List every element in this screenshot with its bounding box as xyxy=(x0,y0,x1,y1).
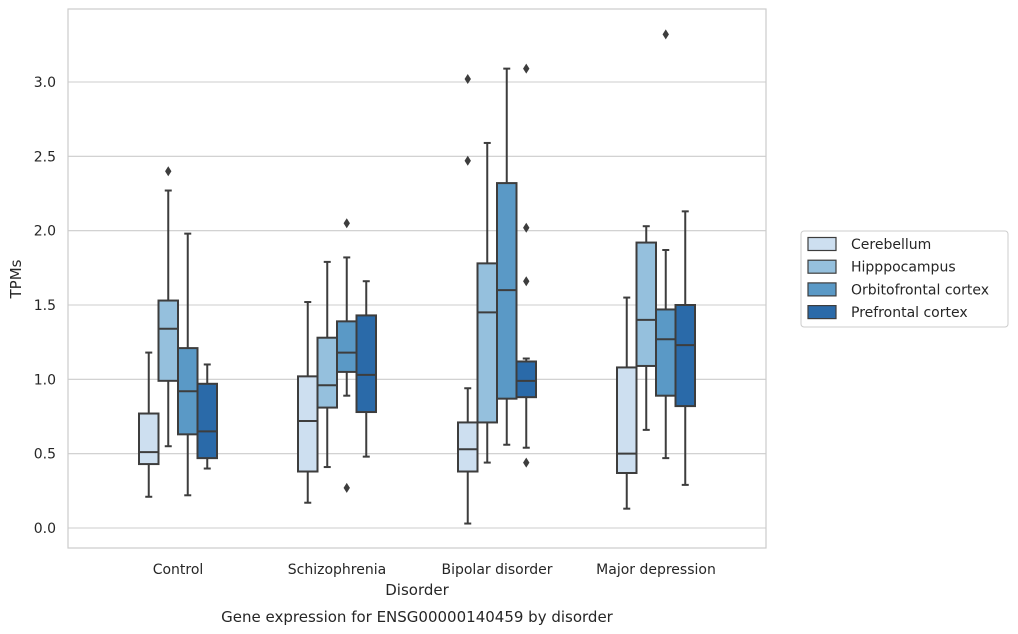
box-prefrontal-cortex-control xyxy=(196,363,218,470)
outlier-point xyxy=(523,457,530,468)
box-hipppocampus-major-depression xyxy=(635,225,657,431)
outlier-point xyxy=(662,29,669,40)
iqr-box xyxy=(616,366,638,474)
legend-label: Prefrontal cortex xyxy=(851,305,968,321)
iqr-box xyxy=(355,314,377,414)
y-tick-labels: 0.0 0.5 1.0 1.5 2.0 2.5 3.0 xyxy=(34,75,56,537)
iqr-box xyxy=(515,360,537,399)
outlier-point xyxy=(523,63,530,74)
y-tick-label: 3.0 xyxy=(34,75,56,91)
box-orbitofrontal-cortex-major-depression xyxy=(655,29,677,460)
iqr-box xyxy=(476,262,498,424)
x-tick-label: Schizophrenia xyxy=(288,562,386,578)
outlier-point xyxy=(523,276,530,287)
iqr-box xyxy=(157,299,179,382)
legend-swatch xyxy=(807,259,837,274)
box-prefrontal-cortex-bipolar-disorder xyxy=(515,63,537,468)
outlier-point xyxy=(343,218,350,229)
box-layer xyxy=(138,29,696,525)
chart-caption: Gene expression for ENSG00000140459 by d… xyxy=(221,608,614,626)
y-tick-label: 1.5 xyxy=(34,298,56,314)
iqr-box xyxy=(674,304,696,408)
x-tick-label: Control xyxy=(153,562,204,578)
iqr-box xyxy=(635,241,657,367)
box-orbitofrontal-cortex-bipolar-disorder xyxy=(496,67,518,446)
x-tick-label: Major depression xyxy=(596,562,716,578)
legend-swatch xyxy=(807,236,837,252)
outlier-point xyxy=(523,222,530,233)
box-hipppocampus-bipolar-disorder xyxy=(476,141,498,464)
legend-swatch xyxy=(807,305,837,320)
box-orbitofrontal-cortex-schizophrenia xyxy=(336,218,358,493)
iqr-box xyxy=(196,382,218,460)
iqr-box xyxy=(297,375,319,473)
y-tick-label: 0.5 xyxy=(34,447,56,463)
y-tick-label: 1.0 xyxy=(34,372,56,388)
iqr-box xyxy=(457,421,479,473)
y-tick-label: 2.0 xyxy=(34,224,56,240)
y-tick-label: 0.0 xyxy=(34,521,56,537)
x-tick-labels: Control Schizophrenia Bipolar disorder Majo… xyxy=(153,562,716,578)
legend: Cerebellum Hipppocampus Orbitofrontal cort… xyxy=(800,230,1009,328)
box-cerebellum-bipolar-disorder xyxy=(457,74,479,525)
iqr-box xyxy=(336,320,358,373)
y-axis-title: TPMs xyxy=(7,259,25,299)
iqr-box xyxy=(138,412,160,466)
box-cerebellum-control xyxy=(138,351,160,498)
outlier-point xyxy=(165,166,172,177)
box-cerebellum-schizophrenia xyxy=(297,301,319,504)
legend-frame xyxy=(800,230,1009,328)
iqr-box xyxy=(316,336,338,409)
box-orbitofrontal-cortex-control xyxy=(177,232,199,497)
x-tick-label: Bipolar disorder xyxy=(441,562,552,578)
box-cerebellum-major-depression xyxy=(616,296,638,510)
legend-label: Cerebellum xyxy=(851,237,931,253)
legend-label: Hipppocampus xyxy=(851,260,956,276)
box-prefrontal-cortex-schizophrenia xyxy=(355,280,377,458)
outlier-point xyxy=(343,482,350,493)
box-hipppocampus-control xyxy=(157,166,179,448)
x-axis-title: Disorder xyxy=(385,581,449,599)
outlier-point xyxy=(464,155,471,166)
plot-frame xyxy=(67,8,767,549)
box-prefrontal-cortex-major-depression xyxy=(674,210,696,486)
legend-swatch xyxy=(807,282,837,297)
legend-label: Orbitofrontal cortex xyxy=(851,282,989,298)
iqr-box xyxy=(655,308,677,397)
outlier-point xyxy=(464,74,471,85)
box-hipppocampus-schizophrenia xyxy=(316,260,338,469)
y-tick-label: 2.5 xyxy=(34,149,56,165)
